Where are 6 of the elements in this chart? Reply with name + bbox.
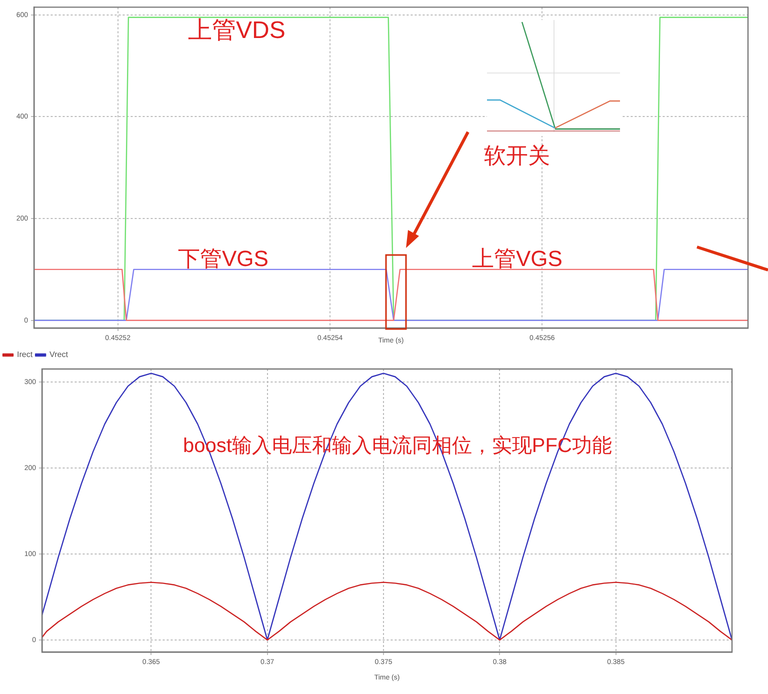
annotation: 上管VDS [188,17,286,44]
legend-label: Irect [17,350,34,360]
annotation: 下管VGS [178,246,268,272]
annotation: 上管VGS [472,246,562,272]
legend-label: Vrect [50,350,69,360]
annotation: 软开关 [484,143,550,168]
